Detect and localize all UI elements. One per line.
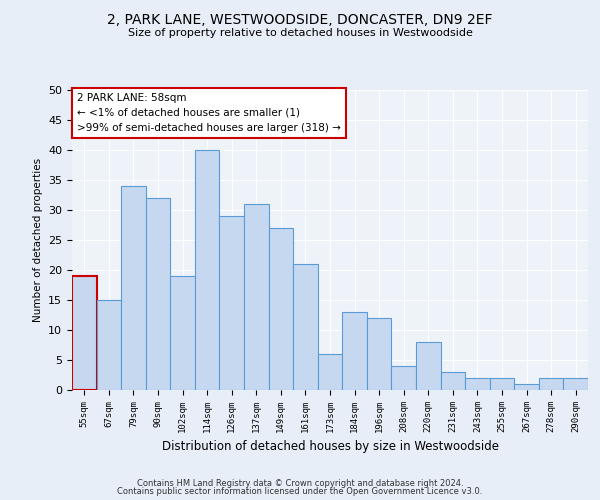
Text: Contains HM Land Registry data © Crown copyright and database right 2024.: Contains HM Land Registry data © Crown c… — [137, 478, 463, 488]
Bar — [563, 378, 588, 390]
Bar — [220, 216, 244, 390]
Bar — [72, 276, 97, 390]
Bar — [195, 150, 220, 390]
Bar — [121, 186, 146, 390]
Bar — [465, 378, 490, 390]
Bar — [146, 198, 170, 390]
Bar — [440, 372, 465, 390]
Bar — [490, 378, 514, 390]
Bar — [97, 300, 121, 390]
Bar — [416, 342, 440, 390]
Text: 2, PARK LANE, WESTWOODSIDE, DONCASTER, DN9 2EF: 2, PARK LANE, WESTWOODSIDE, DONCASTER, D… — [107, 12, 493, 26]
Text: 2 PARK LANE: 58sqm
← <1% of detached houses are smaller (1)
>99% of semi-detache: 2 PARK LANE: 58sqm ← <1% of detached hou… — [77, 93, 341, 132]
Text: Contains public sector information licensed under the Open Government Licence v3: Contains public sector information licen… — [118, 487, 482, 496]
Text: Size of property relative to detached houses in Westwoodside: Size of property relative to detached ho… — [128, 28, 472, 38]
Bar — [539, 378, 563, 390]
Bar — [269, 228, 293, 390]
Bar — [293, 264, 318, 390]
Bar — [367, 318, 391, 390]
Y-axis label: Number of detached properties: Number of detached properties — [32, 158, 43, 322]
Bar — [244, 204, 269, 390]
Bar — [514, 384, 539, 390]
Bar — [318, 354, 342, 390]
X-axis label: Distribution of detached houses by size in Westwoodside: Distribution of detached houses by size … — [161, 440, 499, 454]
Bar — [342, 312, 367, 390]
Bar — [391, 366, 416, 390]
Bar — [170, 276, 195, 390]
